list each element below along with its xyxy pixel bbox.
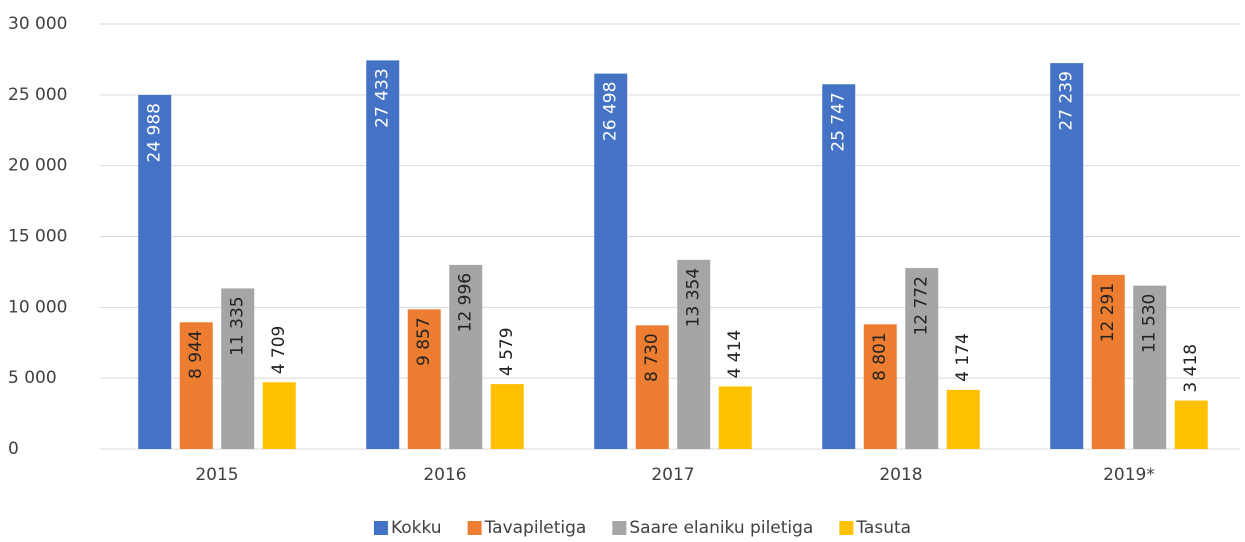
y-tick-label: 15 000 (8, 227, 67, 247)
data-label: 12 996 (456, 273, 476, 332)
bar (490, 384, 524, 449)
data-label: 12 772 (912, 276, 932, 335)
bar (677, 259, 711, 449)
bar (718, 386, 752, 449)
data-label: 8 730 (642, 333, 662, 382)
legend: Kokku Tavapiletiga Saare elaniku piletiga T… (373, 518, 911, 538)
y-tick-label: 30 000 (8, 14, 67, 34)
data-label: 25 747 (829, 92, 849, 151)
x-tick-label: 2015 (195, 465, 238, 485)
legend-label: Tavapiletiga (484, 518, 587, 538)
data-label: 11 530 (1140, 294, 1160, 353)
bar (1174, 400, 1208, 449)
data-label: 11 335 (228, 296, 248, 355)
bar (138, 95, 172, 450)
y-tick-label: 0 (8, 439, 19, 459)
bar (1133, 285, 1167, 449)
bar (594, 73, 628, 449)
bar (449, 264, 483, 449)
bar (179, 322, 213, 449)
legend-swatch (612, 521, 627, 535)
y-tick-label: 25 000 (8, 85, 67, 105)
legend-label: Tasuta (855, 518, 911, 538)
x-tick-label: 2019* (1103, 465, 1155, 485)
legend-label: Saare elaniku piletiga (629, 518, 813, 538)
data-label: 26 498 (601, 82, 621, 141)
bar (221, 288, 255, 449)
y-tick-label: 20 000 (8, 156, 67, 176)
bar (635, 325, 669, 449)
data-label: 27 433 (373, 68, 393, 127)
data-label: 8 801 (870, 332, 890, 381)
bar (905, 268, 939, 449)
bar (1091, 274, 1125, 449)
bar (946, 389, 980, 449)
legend-swatch (373, 521, 388, 535)
y-tick-label: 10 000 (8, 297, 67, 317)
legend-label: Kokku (391, 518, 442, 538)
data-label: 8 944 (186, 330, 206, 379)
data-label: 4 174 (953, 333, 973, 382)
data-label: 12 291 (1098, 283, 1118, 342)
data-label: 3 418 (1181, 344, 1201, 393)
legend-swatch (467, 521, 482, 535)
x-tick-label: 2018 (879, 465, 922, 485)
legend-swatch (839, 521, 854, 535)
data-label: 4 579 (497, 327, 517, 376)
x-tick-label: 2017 (651, 465, 694, 485)
data-label: 27 239 (1057, 71, 1077, 130)
data-label: 24 988 (145, 103, 165, 162)
y-tick-label: 5 000 (8, 368, 57, 388)
bar (1050, 63, 1084, 449)
data-label: 4 709 (269, 326, 289, 375)
bar (863, 324, 897, 449)
bar (366, 60, 400, 449)
bar (262, 382, 296, 449)
data-label: 9 857 (414, 317, 434, 366)
x-tick-label: 2016 (423, 465, 466, 485)
data-label: 4 414 (725, 330, 745, 379)
bar (407, 309, 441, 449)
bar (822, 84, 856, 450)
data-label: 13 354 (684, 268, 704, 327)
